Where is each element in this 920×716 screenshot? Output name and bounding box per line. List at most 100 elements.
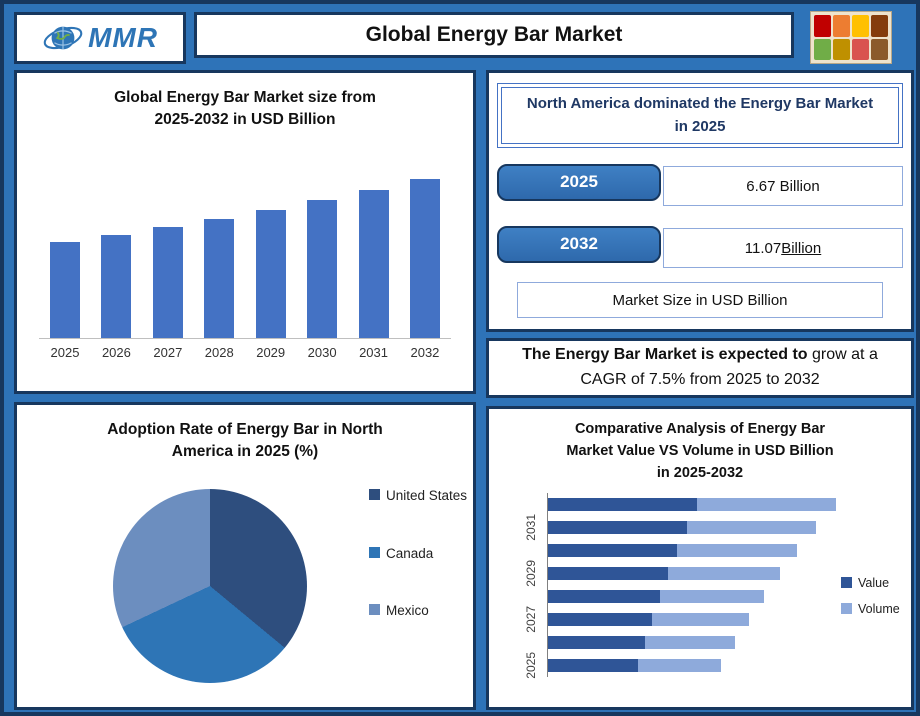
comp-rows: [547, 493, 845, 677]
bar-column-2031: [352, 157, 396, 338]
x-label-2026: 2026: [101, 345, 131, 360]
comp-bar-2025: [548, 659, 845, 672]
value-2032: 11.07 Billion: [663, 228, 903, 268]
adoption-pie: [113, 489, 307, 683]
y-label-wrap-2031: 2031: [519, 514, 543, 541]
cagr-panel: The Energy Bar Market is expected to gro…: [486, 338, 914, 398]
adoption-panel: Adoption Rate of Energy Bar in North Ame…: [14, 402, 476, 710]
market-size-title-line2: 2025-2032 in USD Billion: [154, 111, 336, 129]
bar-column-2027: [146, 157, 190, 338]
cagr-bold-text: The Energy Bar Market is expected to: [522, 346, 808, 364]
bar-2032: [409, 178, 440, 338]
y-label-2031: 2031: [524, 514, 538, 541]
bar-column-2029: [249, 157, 293, 338]
adoption-title: Adoption Rate of Energy Bar in North Ame…: [17, 419, 473, 464]
value-segment-2027: [548, 613, 652, 626]
comp-legend-label: Volume: [858, 602, 900, 617]
x-label-2030: 2030: [307, 345, 337, 360]
volume-segment-2029: [668, 567, 780, 580]
volume-segment-2030: [677, 544, 798, 557]
bar-column-2025: [43, 157, 87, 338]
comp-row-2031: [548, 516, 845, 539]
y-label-wrap-2025: 2025: [519, 652, 543, 679]
pie-legend-item-mexico: Mexico: [369, 602, 469, 620]
bar-2027: [152, 227, 183, 338]
na-row-2032: 2032 11.07 Billion: [497, 220, 903, 268]
comp-row-2032: [548, 493, 845, 516]
x-label-2029: 2029: [256, 345, 286, 360]
photo-swatch: [871, 15, 888, 37]
pie-legend-label: Canada: [386, 545, 434, 561]
value-2025-text: 6.67 Billion: [746, 177, 820, 195]
value-segment-2028: [548, 590, 660, 603]
market-size-units-box: Market Size in USD Billion: [517, 282, 883, 318]
bar-2026: [101, 234, 132, 338]
adoption-title-line1: Adoption Rate of Energy Bar in North: [107, 421, 383, 438]
na-heading: North America dominated the Energy Bar M…: [501, 87, 899, 144]
x-label-2028: 2028: [204, 345, 234, 360]
y-label-wrap-2029: 2029: [519, 560, 543, 587]
photo-swatch: [833, 38, 850, 60]
x-label-2025: 2025: [50, 345, 80, 360]
comp-row-2026: [548, 631, 845, 654]
comparative-title: Comparative Analysis of Energy Bar Marke…: [489, 419, 911, 484]
photo-swatch: [852, 38, 869, 60]
comp-ylabels: 2025 2027 2029 2031: [519, 493, 545, 679]
bar-column-2028: [197, 157, 241, 338]
bar-column-2030: [300, 157, 344, 338]
pie-legend-swatch: [369, 604, 380, 616]
pie-legend-item-united-states: United States: [369, 487, 469, 505]
pie-legend-label: Mexico: [386, 603, 429, 619]
cagr-rest-text: grow at a CAGR of 7.5% from 2025 to 2032: [580, 346, 878, 388]
bar-2030: [307, 200, 338, 338]
comparative-panel: Comparative Analysis of Energy Bar Marke…: [486, 406, 914, 710]
value-2032-text: 11.07: [744, 239, 782, 257]
value-2025: 6.67 Billion: [663, 166, 903, 206]
market-size-title-line1: Global Energy Bar Market size from: [114, 89, 376, 106]
comp-bar-2027: [548, 613, 845, 626]
comp-legend-item-value: Value: [841, 575, 913, 591]
volume-segment-2028: [659, 590, 764, 603]
value-segment-2025: [548, 659, 638, 672]
photo-swatch: [814, 38, 831, 60]
comp-bar-2029: [548, 567, 845, 580]
volume-segment-2031: [686, 521, 817, 534]
value-segment-2030: [548, 544, 678, 557]
pie-legend-item-canada: Canada: [369, 545, 469, 563]
comp-bar-2031: [548, 521, 845, 534]
page-title: Global Energy Bar Market: [365, 23, 623, 46]
x-label-2032: 2032: [410, 345, 440, 360]
north-america-panel: North America dominated the Energy Bar M…: [486, 70, 914, 332]
y-label-wrap-2027: 2027: [519, 606, 543, 633]
comp-bar-2032: [548, 498, 845, 511]
volume-segment-2027: [651, 613, 749, 626]
bar-column-2032: [403, 157, 447, 338]
x-label-2027: 2027: [153, 345, 183, 360]
x-label-2031: 2031: [359, 345, 388, 360]
pie-legend: United States Canada Mexico: [369, 487, 469, 620]
comp-legend-item-volume: Volume: [841, 601, 913, 617]
value-segment-2026: [548, 636, 645, 649]
pie-legend-label: United States: [386, 488, 468, 503]
comparative-title-line2: Market Value VS Volume in USD Billion: [566, 442, 834, 459]
mmr-logo: MMR: [14, 12, 186, 64]
photo-swatch: [852, 15, 869, 37]
volume-segment-2026: [644, 636, 735, 649]
comparative-title-line3: in 2025-2032: [656, 464, 744, 481]
photo-swatch: [871, 38, 888, 60]
na-heading-line1: North America dominated the Energy Bar M…: [526, 95, 874, 112]
comparative-title-line1: Comparative Analysis of Energy Bar: [574, 421, 826, 437]
bar-2028: [204, 218, 235, 338]
comp-row-2025: [548, 654, 845, 677]
comp-legend-swatch: [841, 603, 852, 615]
value-segment-2031: [548, 521, 687, 534]
volume-segment-2025: [637, 659, 722, 672]
photo-swatch: [833, 15, 850, 37]
adoption-title-line2: America in 2025 (%): [171, 443, 319, 461]
na-heading-line2: in 2025: [674, 117, 726, 135]
value-2032-underline: Billion: [781, 239, 822, 257]
na-row-2025: 2025 6.67 Billion: [497, 158, 903, 206]
title-bar: Global Energy Bar Market: [194, 12, 794, 58]
energy-bars-photo: [810, 11, 892, 64]
value-segment-2029: [548, 567, 669, 580]
